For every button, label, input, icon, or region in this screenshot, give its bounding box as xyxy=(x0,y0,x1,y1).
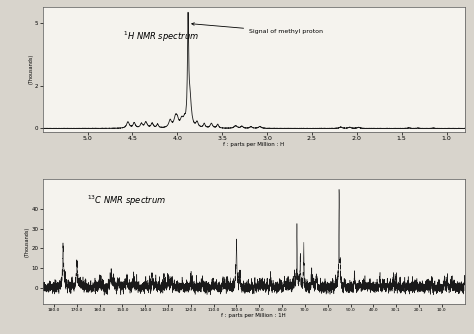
X-axis label: f : parts per Million : H: f : parts per Million : H xyxy=(223,142,284,147)
Text: $^{1}$H NMR spectrum: $^{1}$H NMR spectrum xyxy=(123,29,199,43)
Text: $^{13}$C NMR spectrum: $^{13}$C NMR spectrum xyxy=(87,194,167,208)
Text: Signal of methyl proton: Signal of methyl proton xyxy=(192,23,323,34)
X-axis label: f : parts per Million : 1H: f : parts per Million : 1H xyxy=(221,314,286,319)
Y-axis label: (Thousands): (Thousands) xyxy=(28,54,34,84)
Y-axis label: (Thousands): (Thousands) xyxy=(25,226,30,257)
